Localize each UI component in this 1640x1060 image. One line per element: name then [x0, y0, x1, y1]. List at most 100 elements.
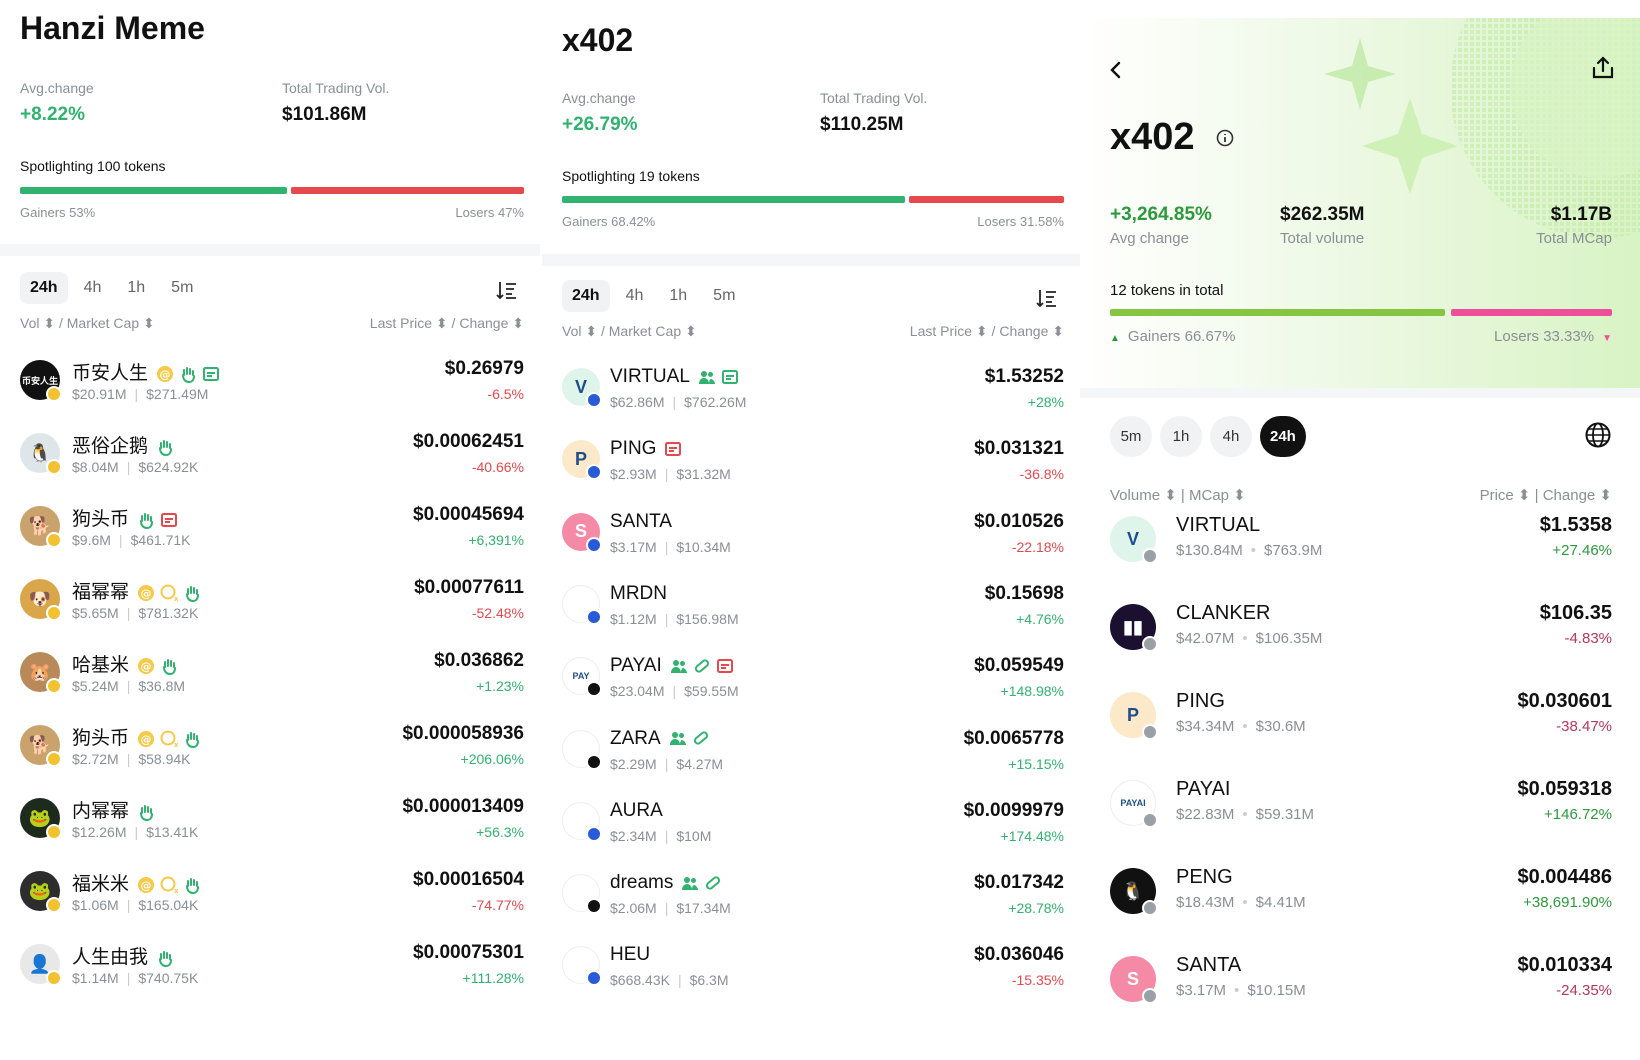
token-row[interactable]: 🐹 哈基米 @ $5.24M | $36.8M $0.036862 +1.23% — [0, 640, 540, 716]
pill-badge-icon — [692, 729, 710, 747]
token-name: 币安人生 @ — [72, 358, 220, 385]
token-row[interactable]: 🐕 狗头币 $9.6M | $461.71K $0.00045694 +6,391% — [0, 494, 540, 570]
tab-1h[interactable]: 1h — [127, 279, 146, 296]
pill-1h[interactable]: 1h — [1160, 416, 1202, 457]
col-header-price-change[interactable]: Price ⬍ | Change ⬍ — [1479, 487, 1612, 504]
token-row[interactable]: P PING $2.93M | $31.32M $0.031321 -36.8% — [542, 428, 1080, 504]
token-volume: $2.06M — [610, 900, 657, 917]
share-icon[interactable] — [1590, 55, 1616, 81]
token-price: $0.000058936 — [402, 723, 524, 744]
separator: | — [126, 459, 131, 475]
token-vol-mcap: $5.65M | $781.32K — [72, 605, 198, 621]
token-name-text: 狗头币 — [72, 728, 130, 749]
token-avatar — [562, 801, 600, 840]
sort-icon[interactable] — [496, 279, 518, 301]
separator: | — [126, 751, 131, 767]
token-price: $0.00045694 — [413, 504, 524, 525]
community-badge-icon — [698, 368, 716, 386]
token-row[interactable]: PAYAI PAYAI $22.83M • $59.31M $0.059318 +146.7… — [1080, 768, 1640, 844]
token-name: 人生由我 — [72, 942, 174, 969]
globe-icon[interactable] — [1584, 421, 1612, 449]
tab-24h[interactable]: 24h — [562, 280, 610, 312]
token-name: PAYAI — [610, 655, 734, 677]
token-row[interactable]: 🐧 PENG $18.43M • $4.41M $0.004486 +38,691.90% — [1080, 856, 1640, 932]
token-row[interactable]: 👤 人生由我 $1.14M | $740.75K $0.00075301 +111.28% — [0, 932, 540, 1008]
token-price: $0.017342 — [974, 872, 1064, 894]
token-row[interactable]: HEU $668.43K | $6.3M $0.036046 -15.35% — [542, 934, 1080, 1010]
token-mcap: $781.32K — [138, 605, 199, 621]
separator: | — [664, 538, 669, 555]
info-icon[interactable] — [1216, 129, 1234, 147]
token-row[interactable]: P PING $34.34M • $30.6M $0.030601 -38.47% — [1080, 680, 1640, 756]
col-header-vol-mcap[interactable]: Vol ⬍ / Market Cap ⬍ — [562, 323, 697, 339]
community-badge-icon — [669, 729, 687, 747]
token-badges — [698, 368, 739, 386]
token-change: -22.18% — [1011, 538, 1064, 555]
tab-4h[interactable]: 4h — [625, 287, 644, 304]
col-header-price-change[interactable]: Last Price ⬍ / Change ⬍ — [369, 315, 524, 331]
token-mcap: $58.94K — [138, 751, 191, 767]
token-row[interactable]: 🐕狗头币@x4$2.72M|$58.94K$0.000058936+206.06… — [0, 713, 540, 789]
at-badge-icon: @ — [137, 584, 155, 602]
pill-4h[interactable]: 4h — [1210, 416, 1252, 457]
token-row[interactable]: ▮▮ CLANKER $42.07M • $106.35M $106.35 -4.83% — [1080, 592, 1640, 668]
token-price: $0.26979 — [444, 358, 524, 379]
token-name: 狗头币 @ x4 — [72, 723, 201, 750]
chain-badge-icon — [586, 608, 602, 625]
token-name: SANTA — [1176, 954, 1241, 977]
token-change: +206.06% — [460, 751, 524, 767]
tab-24h[interactable]: 24h — [20, 272, 68, 304]
separator: | — [672, 683, 677, 700]
back-chevron-icon[interactable] — [1104, 58, 1128, 82]
separator: | — [126, 897, 131, 913]
separator: • — [1242, 806, 1248, 823]
tab-1h[interactable]: 1h — [669, 287, 688, 304]
separator: | — [126, 605, 131, 621]
token-price: $0.0099979 — [963, 799, 1064, 821]
section-divider — [0, 244, 540, 256]
token-badges — [137, 511, 178, 529]
col-header-vol-mcap[interactable]: Vol ⬍ / Market Cap ⬍ — [20, 315, 155, 331]
token-change: +38,691.90% — [1523, 894, 1612, 911]
token-row[interactable]: 🐶福幂幂@x4$5.65M|$781.32K$0.00077611-52.48% — [0, 567, 540, 643]
chain-badge-icon — [586, 392, 602, 408]
token-mcap: $762.26M — [684, 394, 747, 410]
token-row[interactable]: 🐸 福米米 @ x4 $1.06M | $165.04K $0.00016504 -74.77% — [0, 859, 540, 935]
token-row[interactable]: S SANTA $3.17M • $10.15M $0.010334 -24.35% — [1080, 944, 1640, 1020]
svg-text:@: @ — [141, 879, 152, 892]
tab-5m[interactable]: 5m — [171, 279, 194, 296]
token-row[interactable]: 🐸 内幂幂 $12.26M | $13.41K $0.000013409 +56.3% — [0, 786, 540, 862]
token-vol-mcap: $22.83M • $59.31M — [1176, 806, 1314, 823]
token-row[interactable]: AURA $2.34M | $10M $0.0099979 +174.48% — [542, 790, 1080, 866]
pill-24h[interactable]: 24h — [1260, 416, 1306, 457]
chain-badge-icon — [1142, 636, 1158, 652]
token-row[interactable]: V VIRTUAL $130.84M • $763.9M $1.5358 +27.46% — [1080, 504, 1640, 580]
token-avatar: 🐸 — [20, 871, 60, 911]
token-row[interactable]: S SANTA $3.17M | $10.34M $0.010526 -22.18% — [542, 501, 1080, 577]
at-badge-icon: @ — [156, 365, 174, 383]
token-price: $0.010334 — [1517, 954, 1612, 976]
sort-icon[interactable] — [1036, 287, 1058, 309]
col-header-volume-mcap[interactable]: Volume ⬍ | MCap ⬍ — [1110, 487, 1246, 504]
token-row[interactable]: 币安人生 币安人生 @ $20.91M | $271.49M $0.26979 -6.5% — [0, 348, 540, 424]
pill-5m[interactable]: 5m — [1110, 416, 1152, 457]
section-divider — [1080, 388, 1640, 398]
token-row[interactable]: ZARA $2.29M | $4.27M $0.0065778 +15.15% — [542, 718, 1080, 794]
token-mcap: $461.71K — [130, 532, 191, 548]
separator: | — [126, 678, 131, 694]
token-row[interactable]: dreams $2.06M | $17.34M $0.017342 +28.78% — [542, 862, 1080, 938]
token-mcap: $763.9M — [1263, 542, 1323, 559]
tab-4h[interactable]: 4h — [83, 279, 102, 296]
token-row[interactable]: V VIRTUAL $62.86M | $762.26M $1.53252 +28% — [542, 356, 1080, 432]
token-vol-mcap: $42.07M • $106.35M — [1176, 630, 1322, 647]
chain-badge-icon — [1142, 724, 1158, 740]
chain-badge-icon — [46, 605, 62, 621]
token-row[interactable]: 🐧 恶俗企鹅 $8.04M | $624.92K $0.00062451 -40.66% — [0, 421, 540, 497]
token-row[interactable]: MRDN $1.12M | $156.98M $0.15698 +4.76% — [542, 573, 1080, 649]
page-title: x402 — [562, 22, 634, 58]
token-price: $0.036862 — [434, 650, 524, 671]
section-divider — [542, 254, 1080, 266]
col-header-price-change[interactable]: Last Price ⬍ / Change ⬍ — [909, 323, 1064, 339]
tab-5m[interactable]: 5m — [713, 287, 736, 304]
token-row[interactable]: PAY PAYAI $23.04M | $59.55M $0.059549 +148.98% — [542, 645, 1080, 721]
